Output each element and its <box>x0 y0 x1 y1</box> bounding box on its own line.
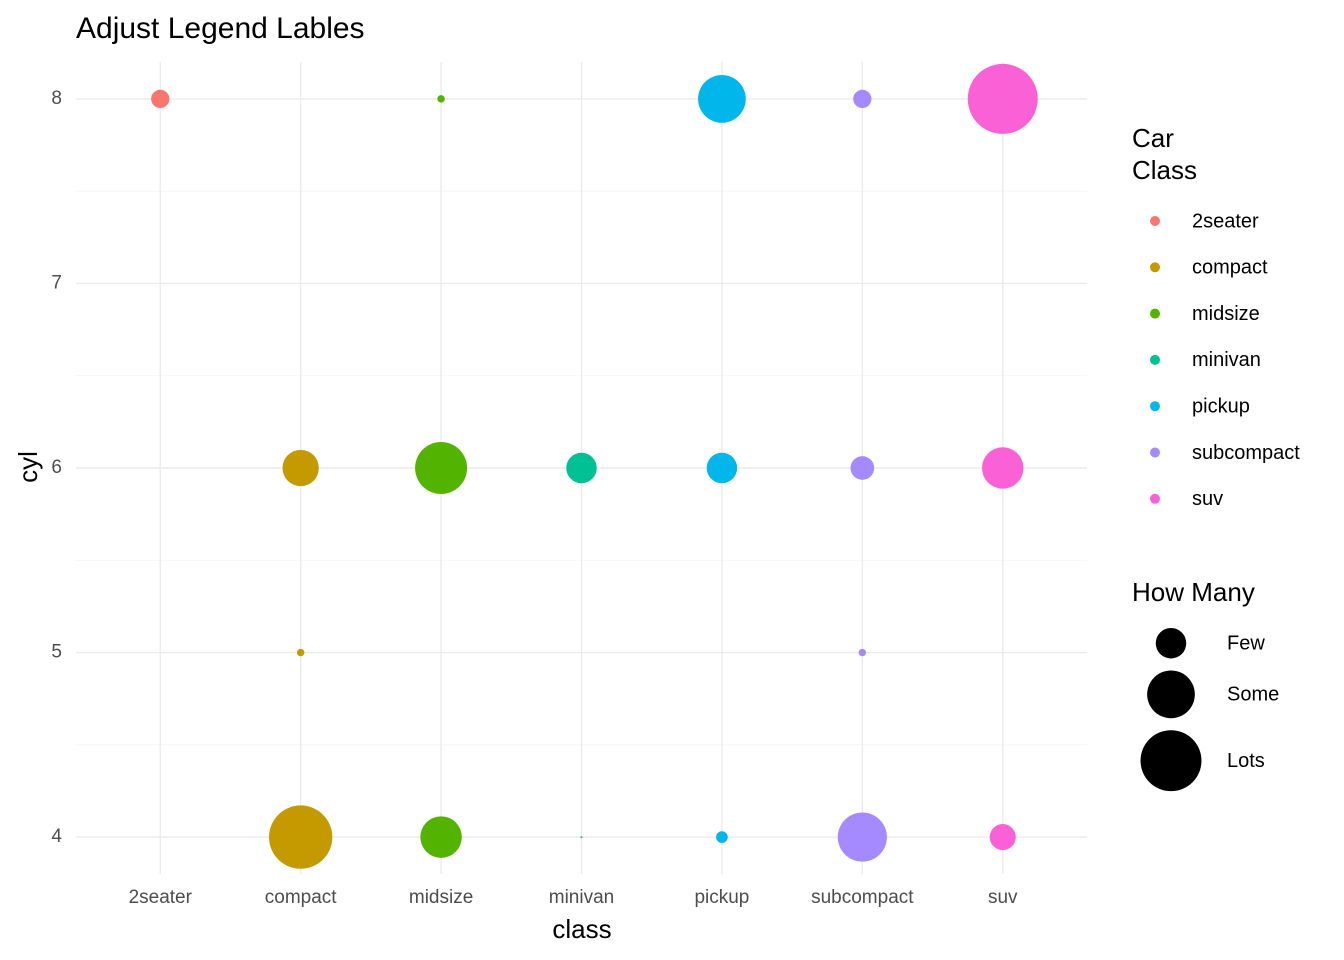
point <box>967 63 1038 134</box>
y-tick-label: 7 <box>51 272 62 293</box>
x-tick-label: suv <box>988 887 1018 908</box>
point <box>282 449 319 487</box>
point <box>698 75 746 123</box>
size-legend-title: How Many <box>1132 577 1255 607</box>
size-legend-label: Lots <box>1227 750 1265 772</box>
legend-label: 2seater <box>1192 210 1259 232</box>
legend-swatch <box>1150 262 1160 273</box>
color-legend-title: Car Class <box>1132 123 1197 185</box>
point <box>269 805 333 869</box>
y-tick-label: 5 <box>51 642 62 663</box>
point <box>566 452 597 484</box>
size-legend-key <box>1147 670 1195 719</box>
x-tick-label: midsize <box>409 887 473 908</box>
x-tick-label: subcompact <box>811 887 914 908</box>
legend-label: midsize <box>1192 303 1260 325</box>
x-axis-title: class <box>552 914 611 944</box>
x-tick-label: compact <box>265 887 338 908</box>
point <box>850 456 875 480</box>
point <box>437 95 445 103</box>
point <box>151 89 170 109</box>
x-tick-label: pickup <box>694 887 749 908</box>
size-legend-label: Some <box>1227 684 1279 706</box>
point <box>420 816 462 858</box>
size-legend-key <box>1155 628 1187 659</box>
y-tick-label: 6 <box>51 457 62 478</box>
legend-label: compact <box>1192 257 1268 279</box>
legend-swatch <box>1150 447 1160 458</box>
point <box>989 824 1016 851</box>
y-tick-label: 8 <box>51 88 62 109</box>
size-legend-key <box>1140 730 1202 792</box>
point <box>981 447 1024 489</box>
point <box>837 812 887 862</box>
legend-label: minivan <box>1192 349 1261 371</box>
legend-swatch <box>1150 354 1160 365</box>
legend-label: subcompact <box>1192 442 1300 464</box>
x-tick-label: 2seater <box>129 887 193 908</box>
legend-label: pickup <box>1192 395 1250 417</box>
x-tick-label: minivan <box>549 887 614 908</box>
legend-swatch <box>1150 308 1160 319</box>
chart-title: Adjust Legend Lables <box>76 12 365 45</box>
y-axis-title: cyl <box>13 451 43 483</box>
legend-swatch <box>1150 493 1160 504</box>
point <box>706 452 738 484</box>
legend-label: suv <box>1192 488 1223 510</box>
legend-swatch <box>1150 216 1160 226</box>
point <box>853 89 872 109</box>
y-tick-label: 4 <box>51 826 62 847</box>
legend-swatch <box>1150 401 1160 412</box>
point <box>296 648 305 657</box>
size-legend-label: Few <box>1227 633 1265 655</box>
point <box>716 831 728 843</box>
point <box>415 442 468 494</box>
point <box>580 836 583 839</box>
point <box>858 648 867 657</box>
